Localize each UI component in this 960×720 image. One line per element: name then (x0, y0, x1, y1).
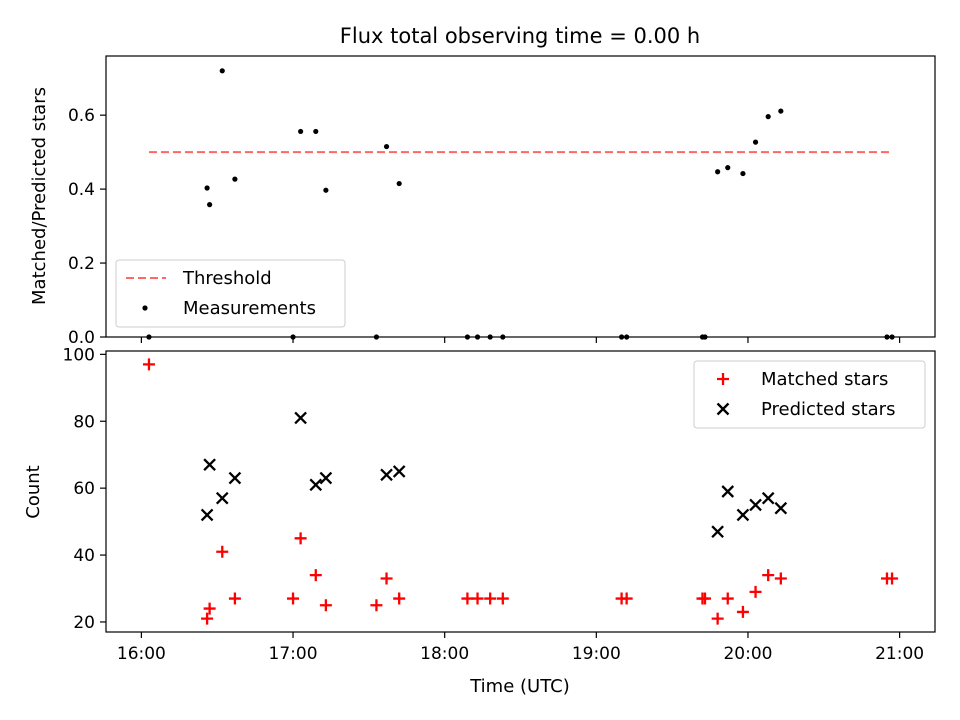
measurement-point (298, 128, 304, 135)
top-legend: Threshold Measurements (115, 259, 346, 328)
top-axes-frame (105, 55, 936, 338)
measurement-point (396, 180, 402, 187)
measurement-point (740, 170, 746, 177)
predicted-stars-point (736, 508, 750, 522)
matched-stars-point (203, 602, 216, 615)
bottom-plot-counts: 16:00 17:00 18:00 19:00 20:00 21:00 20 40 60 80 10… (63, 345, 936, 664)
measurement-point (752, 139, 759, 145)
measurement-point (207, 202, 213, 208)
predicted-stars-point (380, 468, 393, 482)
legend-marker-swatch (716, 402, 730, 416)
matched-stars-point (749, 585, 762, 598)
matched-stars-point (471, 592, 484, 605)
matched-stars-point (774, 572, 787, 585)
legend-label: Measurements (183, 298, 316, 319)
matched-stars-point (461, 592, 474, 605)
bottom-series-1 (200, 411, 788, 538)
measurement-point (778, 108, 784, 114)
bottom-x-tick-label: 20:00 (723, 644, 772, 664)
measurement-point (765, 114, 771, 120)
predicted-stars-point (228, 471, 242, 485)
matched-stars-point (736, 605, 749, 618)
measurement-point (232, 176, 238, 182)
bottom-x-tick-label: 16:00 (117, 644, 166, 664)
legend-marker-swatch (142, 305, 148, 311)
predicted-stars-point (294, 411, 307, 425)
matched-stars-point (216, 545, 229, 558)
legend-box (115, 259, 346, 328)
matched-stars-point (496, 592, 509, 605)
bottom-y-tick-label: 40 (73, 546, 95, 566)
matched-stars-point (287, 592, 300, 605)
predicted-stars-point (711, 525, 724, 538)
matched-stars-point (886, 572, 899, 585)
matched-stars-point (393, 592, 406, 605)
bottom-y-tick-label: 100 (63, 345, 95, 365)
measurement-point (219, 68, 225, 74)
bottom-y-tick-label: 60 (73, 479, 95, 499)
chart-title: Flux total observing time = 0.00 h (340, 24, 700, 48)
bottom-x-tick-label: 18:00 (420, 644, 469, 664)
bottom-series-0 (142, 358, 899, 625)
predicted-stars-point (200, 508, 214, 522)
top-y-tick-label: 0.0 (68, 328, 95, 348)
measurement-point (725, 165, 731, 171)
predicted-stars-point (761, 491, 775, 505)
top-y-tick-label: 0.2 (68, 254, 95, 274)
bottom-legend: Matched stars Predicted stars (693, 360, 926, 429)
legend-label: Matched stars (761, 369, 888, 390)
predicted-stars-point (309, 478, 323, 492)
x-axis-label: Time (UTC) (469, 676, 570, 697)
top-y-axis-label: Matched/Predicted stars (29, 87, 50, 305)
matched-stars-point (699, 592, 712, 605)
predicted-stars-point (203, 458, 216, 472)
matched-stars-point (228, 592, 241, 605)
predicted-stars-point (721, 485, 735, 498)
predicted-stars-point (774, 501, 788, 515)
matched-stars-point (319, 599, 332, 612)
legend-label: Predicted stars (761, 399, 895, 420)
matched-stars-point (142, 358, 155, 371)
measurement-point (383, 143, 390, 150)
bottom-x-tick-label: 17:00 (269, 644, 318, 664)
matched-stars-point (294, 532, 307, 545)
predicted-stars-point (749, 498, 762, 512)
legend-marker-swatch (717, 373, 729, 385)
measurement-point (715, 169, 721, 175)
legend-box (693, 360, 926, 429)
matched-stars-point (370, 599, 383, 612)
matched-stars-point (762, 569, 775, 582)
top-y-tick-label: 0.6 (68, 106, 95, 126)
top-y-tick-label: 0.4 (68, 180, 95, 200)
legend-label: Threshold (182, 268, 272, 289)
bottom-axes-frame (105, 350, 936, 633)
matched-stars-point (711, 612, 724, 625)
matched-stars-point (484, 592, 497, 605)
matched-stars-point (380, 572, 393, 585)
bottom-y-tick-label: 20 (73, 613, 95, 633)
predicted-stars-point (392, 465, 406, 478)
top-plot-ratio: 0.0 0.2 0.4 0.6 Threshold Measurements (68, 55, 936, 348)
bottom-x-tick-label: 21:00 (875, 644, 924, 664)
measurement-point (313, 128, 319, 135)
matched-stars-point (721, 592, 734, 605)
measurement-point (323, 187, 329, 193)
predicted-stars-point (215, 491, 229, 505)
matched-stars-point (309, 569, 322, 582)
matched-stars-point (201, 612, 214, 625)
measurement-point (204, 185, 210, 191)
bottom-y-tick-label: 80 (73, 412, 95, 432)
predicted-stars-point (319, 471, 333, 485)
bottom-x-tick-label: 19:00 (572, 644, 621, 664)
bottom-y-axis-label: Count (23, 465, 44, 518)
matched-stars-point (620, 592, 633, 605)
